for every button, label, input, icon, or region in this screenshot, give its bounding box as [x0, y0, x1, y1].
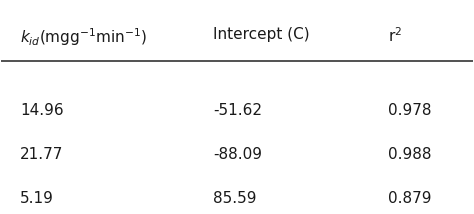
Text: 14.96: 14.96 — [20, 103, 64, 118]
Text: 0.978: 0.978 — [388, 103, 431, 118]
Text: 21.77: 21.77 — [20, 147, 64, 162]
Text: 5.19: 5.19 — [20, 192, 54, 207]
Text: Intercept (C): Intercept (C) — [213, 27, 310, 42]
Text: -51.62: -51.62 — [213, 103, 263, 118]
Text: 0.988: 0.988 — [388, 147, 431, 162]
Text: 85.59: 85.59 — [213, 192, 257, 207]
Text: -88.09: -88.09 — [213, 147, 263, 162]
Text: $k_{id}$(mgg$^{-1}$min$^{-1}$): $k_{id}$(mgg$^{-1}$min$^{-1}$) — [20, 27, 147, 48]
Text: 0.879: 0.879 — [388, 192, 431, 207]
Text: r$^{2}$: r$^{2}$ — [388, 27, 402, 45]
